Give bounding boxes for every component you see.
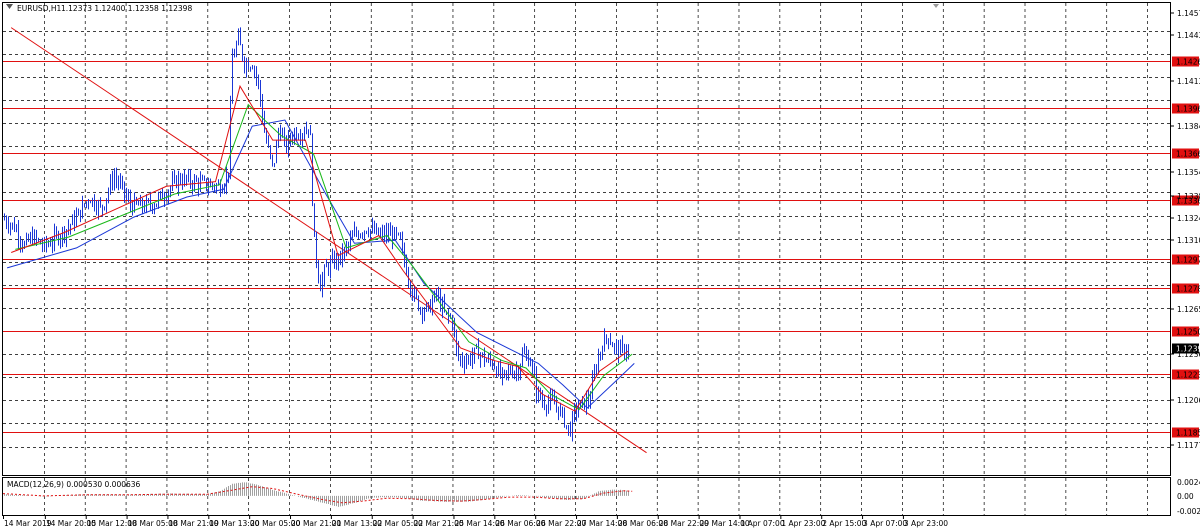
level-price-tag bbox=[1172, 326, 1199, 337]
price-tick-label: 1.12065 bbox=[1177, 396, 1200, 405]
price-tick-label: 1.13385 bbox=[1177, 192, 1200, 201]
time-tick-label: 1 Apr 23:00 bbox=[781, 519, 825, 528]
time-tick-label: 3 Apr 07:00 bbox=[863, 519, 907, 528]
moving-averages bbox=[6, 84, 635, 412]
macd-tick-label: 0.00 bbox=[1177, 492, 1194, 501]
main-panel-frame bbox=[2, 2, 1171, 476]
chart-menu-triangle-icon[interactable] bbox=[6, 4, 13, 9]
horizontal-levels[interactable] bbox=[3, 61, 1170, 433]
level-price-tag bbox=[1172, 369, 1199, 380]
price-tick-label: 1.14575 bbox=[1177, 9, 1200, 18]
time-tick-label: 22 Mar 21:00 bbox=[414, 519, 464, 528]
time-tick-label: 20 Mar 05:00 bbox=[250, 519, 300, 528]
level-price-tag bbox=[1172, 148, 1199, 159]
symbol-label: EURUSD,H1 bbox=[17, 4, 61, 13]
level-price-tag bbox=[1172, 427, 1199, 438]
price-tick-label: 1.13840 bbox=[1177, 122, 1200, 131]
time-tick-label: 22 Mar 05:00 bbox=[373, 519, 423, 528]
macd-label: MACD(12,26,9) 0.000530 0.000636 bbox=[7, 480, 141, 489]
level-price-label: 1.12788 bbox=[1176, 285, 1200, 294]
level-price-label: 1.12979 bbox=[1176, 256, 1200, 265]
time-tick-label: 27 Mar 14:00 bbox=[577, 519, 627, 528]
time-tick-label: 3 Apr 23:00 bbox=[904, 519, 948, 528]
price-tick-label: 1.13100 bbox=[1177, 236, 1200, 245]
time-tick-label: 15 Mar 12:00 bbox=[87, 519, 137, 528]
price-tick-label: 1.12655 bbox=[1177, 305, 1200, 314]
time-tick-label: 2 Apr 15:00 bbox=[822, 519, 866, 528]
trendline-group[interactable] bbox=[10, 27, 647, 454]
time-tick-label: 21 Mar 13:00 bbox=[332, 519, 382, 528]
price-tick-label: 1.14135 bbox=[1177, 77, 1200, 86]
time-tick-label: 28 Mar 06:00 bbox=[618, 519, 668, 528]
time-tick-label: 14 Mar 20:00 bbox=[46, 519, 96, 528]
level-price-tag bbox=[1172, 195, 1199, 206]
time-tick-label: 14 Mar 2019 bbox=[4, 519, 52, 528]
price-tick-label: 1.13545 bbox=[1177, 168, 1200, 177]
descending-trendline bbox=[10, 27, 647, 454]
price-tick-label: 1.12360 bbox=[1177, 350, 1200, 359]
macd-indicator bbox=[2, 482, 633, 507]
time-tick-label: 29 Mar 14:00 bbox=[700, 519, 750, 528]
level-price-tag bbox=[1172, 56, 1199, 67]
ma-fast-line bbox=[11, 84, 629, 412]
level-price-tag bbox=[1172, 254, 1199, 265]
price-tick-label: 1.13245 bbox=[1177, 214, 1200, 223]
price-tick-label: 1.11770 bbox=[1177, 441, 1200, 450]
macd-tick-label: 0.002438 bbox=[1177, 478, 1200, 487]
time-tick-label: 19 Mar 13:00 bbox=[209, 519, 259, 528]
time-tick-label: 25 Mar 14:00 bbox=[454, 519, 504, 528]
ohlc-readout: 1.12373 1.12400 1.12358 1.12398 bbox=[61, 4, 192, 13]
level-price-label: 1.13666 bbox=[1176, 150, 1200, 159]
ma-slow-line bbox=[6, 119, 635, 409]
level-price-tag bbox=[1172, 283, 1199, 294]
level-price-label: 1.12508 bbox=[1176, 328, 1200, 337]
macd-panel-frame bbox=[2, 477, 1171, 516]
time-tick-label: 18 Mar 05:00 bbox=[128, 519, 178, 528]
level-price-tag bbox=[1172, 103, 1199, 114]
macd-tick-label: -0.002736 bbox=[1177, 507, 1200, 516]
time-tick-label: 18 Mar 21:00 bbox=[168, 519, 218, 528]
time-tick-label: 26 Mar 06:00 bbox=[495, 519, 545, 528]
level-price-label: 1.13960 bbox=[1176, 105, 1200, 114]
current-price-tag bbox=[1172, 343, 1199, 354]
current-price-label: 1.12398 bbox=[1176, 345, 1200, 354]
level-price-label: 1.11857 bbox=[1176, 429, 1200, 438]
candlestick-series bbox=[4, 27, 629, 442]
price-tick-label: 1.14430 bbox=[1177, 31, 1200, 40]
grid bbox=[3, 3, 1170, 515]
time-tick-label: 1 Apr 07:00 bbox=[740, 519, 784, 528]
shift-marker-triangle-icon[interactable] bbox=[933, 4, 939, 8]
time-tick-label: 28 Mar 22:00 bbox=[659, 519, 709, 528]
time-tick-label: 26 Mar 22:00 bbox=[536, 519, 586, 528]
time-tick-label: 20 Mar 21:00 bbox=[291, 519, 341, 528]
macd-signal-line bbox=[2, 486, 633, 504]
